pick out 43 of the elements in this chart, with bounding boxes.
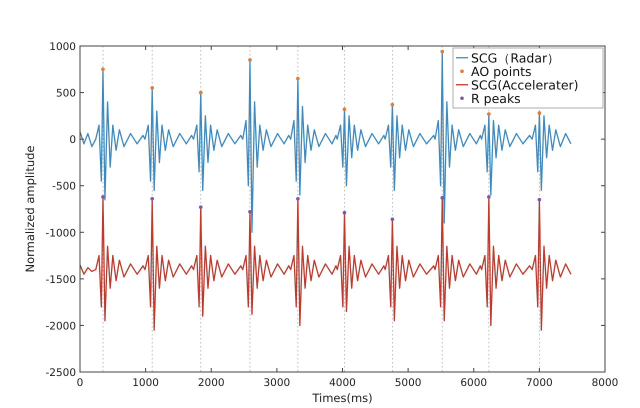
point bbox=[296, 196, 300, 201]
point bbox=[198, 205, 203, 209]
x-tick-label: 0 bbox=[76, 377, 84, 389]
point bbox=[487, 195, 491, 199]
y-tick-label: 0 bbox=[69, 134, 76, 146]
point bbox=[538, 198, 542, 202]
point bbox=[538, 111, 542, 115]
point bbox=[390, 102, 394, 106]
y-axis-title: Normalized amplitude bbox=[23, 146, 37, 272]
y-tick-label: -500 bbox=[52, 180, 76, 193]
point bbox=[487, 112, 491, 116]
point bbox=[248, 210, 252, 214]
y-tick-label: -1500 bbox=[45, 274, 76, 286]
point bbox=[101, 67, 105, 72]
point bbox=[198, 90, 203, 94]
point bbox=[440, 196, 444, 200]
point bbox=[342, 210, 346, 215]
y-tick-label: 500 bbox=[56, 88, 76, 100]
legend-label: SCG（Radar） bbox=[471, 50, 560, 66]
x-tick-label: 1000 bbox=[132, 377, 159, 389]
x-tick-label: 5000 bbox=[394, 377, 422, 389]
x-tick-label: 6000 bbox=[460, 377, 488, 389]
point bbox=[296, 76, 300, 80]
point bbox=[101, 195, 105, 199]
legend-label: AO points bbox=[471, 64, 532, 79]
x-tick-label: 3000 bbox=[264, 377, 290, 389]
x-tick-label: 7000 bbox=[526, 377, 553, 389]
point bbox=[150, 196, 154, 201]
point bbox=[390, 217, 394, 222]
point bbox=[150, 86, 154, 90]
legend-label: SCG(Accelerater) bbox=[471, 77, 579, 92]
point bbox=[248, 58, 252, 62]
y-tick-label: 1000 bbox=[49, 41, 76, 53]
y-tick-label: -1000 bbox=[45, 227, 76, 240]
point bbox=[342, 108, 346, 112]
x-tick-label: 8000 bbox=[592, 377, 618, 389]
x-tick-label: 4000 bbox=[329, 377, 356, 389]
x-tick-label: 2000 bbox=[198, 377, 225, 389]
y-tick-label: -2500 bbox=[45, 367, 76, 379]
x-axis-title: Times(ms) bbox=[311, 391, 373, 405]
y-tick-label: -2000 bbox=[45, 320, 76, 332]
point bbox=[440, 50, 444, 54]
legend-label: R peaks bbox=[471, 90, 521, 106]
